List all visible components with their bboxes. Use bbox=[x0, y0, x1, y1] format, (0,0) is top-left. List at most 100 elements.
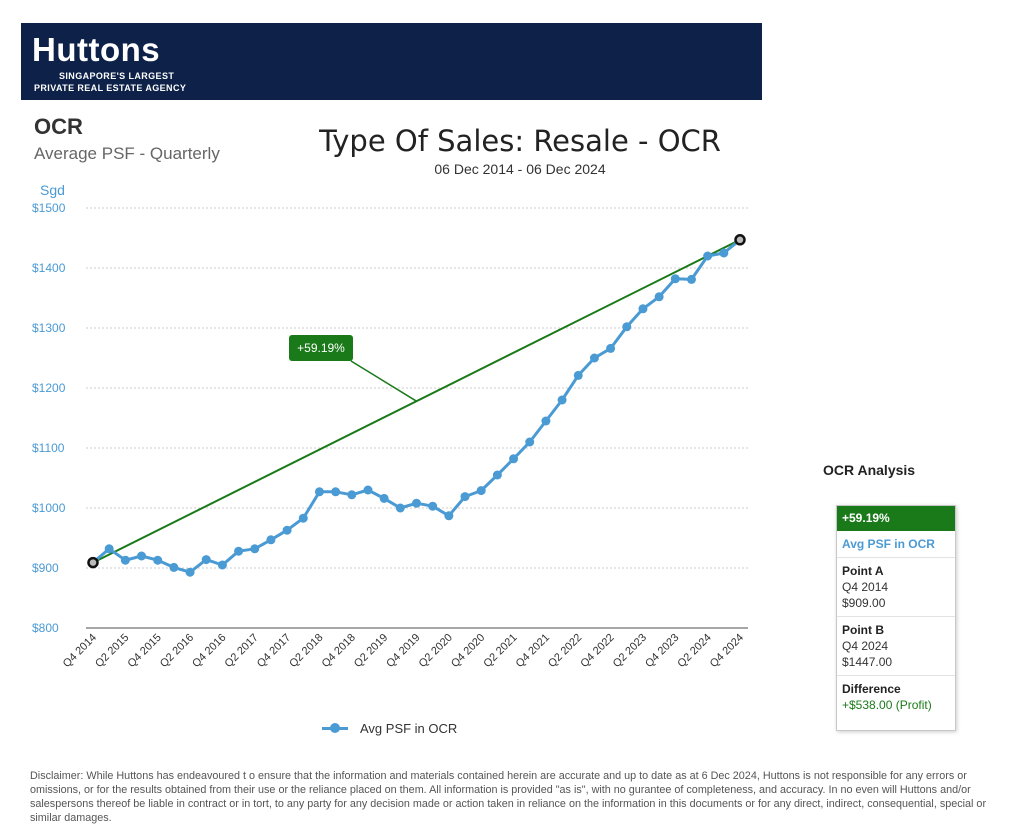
x-tick-label: Q4 2020 bbox=[449, 632, 487, 670]
data-point bbox=[686, 274, 696, 284]
data-point bbox=[476, 486, 486, 496]
analysis-difference: Difference +$538.00 (Profit) bbox=[837, 676, 955, 718]
brand-tagline: SINGAPORE'S LARGEST bbox=[59, 71, 175, 81]
data-point bbox=[573, 370, 583, 380]
x-tick-label: Q4 2014 bbox=[61, 632, 99, 670]
x-tick-label: Q4 2019 bbox=[384, 632, 422, 670]
data-point bbox=[654, 292, 664, 302]
data-point bbox=[703, 251, 713, 261]
y-tick-label: $1300 bbox=[32, 321, 66, 335]
point-b-value: $1447.00 bbox=[842, 655, 893, 669]
x-tick-label: Q2 2023 bbox=[611, 632, 649, 670]
point-b-period: Q4 2024 bbox=[842, 639, 889, 653]
series bbox=[87, 234, 746, 577]
point-a-period: Q4 2014 bbox=[842, 580, 889, 594]
data-point bbox=[460, 492, 470, 502]
data-point bbox=[153, 555, 163, 565]
data-point bbox=[266, 535, 276, 545]
data-point bbox=[201, 555, 211, 565]
data-point bbox=[492, 470, 502, 480]
y-tick-label: $1400 bbox=[32, 261, 66, 275]
analysis-percent: +59.19% bbox=[837, 506, 955, 531]
data-point bbox=[541, 416, 551, 426]
y-tick-label: $1100 bbox=[32, 441, 65, 455]
grid bbox=[86, 207, 748, 629]
analysis-title: OCR Analysis bbox=[823, 462, 916, 478]
panel-title: OCR bbox=[34, 114, 83, 139]
panel-subtitle: Average PSF - Quarterly bbox=[34, 144, 220, 163]
data-point bbox=[314, 487, 324, 497]
y-tick-label: $800 bbox=[32, 621, 59, 635]
y-tick-label: $1000 bbox=[32, 501, 66, 515]
trend-callout-leader bbox=[350, 360, 417, 402]
analysis-series-name: Avg PSF in OCR bbox=[842, 537, 935, 551]
brand-tagline: PRIVATE REAL ESTATE AGENCY bbox=[34, 83, 187, 93]
legend[interactable]: Avg PSF in OCR bbox=[322, 719, 457, 737]
x-tick-label: Q2 2017 bbox=[223, 632, 261, 670]
analysis-point-a: Point A Q4 2014 $909.00 bbox=[837, 558, 955, 617]
data-point bbox=[379, 493, 389, 503]
data-point bbox=[234, 546, 244, 556]
data-point bbox=[347, 490, 357, 500]
x-tick-label: Q4 2024 bbox=[708, 632, 746, 670]
series-line bbox=[92, 238, 741, 574]
data-point-selected bbox=[734, 234, 746, 246]
line-chart: +59.19% Sgd $800 $900 $1000 $1100 $1200 $1300 $… bbox=[32, 182, 748, 670]
analysis-panel: +59.19% Avg PSF in OCR Point A Q4 2014 $… bbox=[836, 505, 956, 731]
point-a-value: $909.00 bbox=[842, 596, 886, 610]
y-tick-label: $900 bbox=[32, 561, 59, 575]
data-point bbox=[185, 567, 195, 577]
data-point bbox=[622, 322, 632, 332]
legend-label: Avg PSF in OCR bbox=[360, 720, 458, 736]
brand-banner: Huttons SINGAPORE'S LARGEST PRIVATE REAL… bbox=[21, 23, 762, 100]
x-tick-label: Q4 2016 bbox=[190, 632, 228, 670]
data-point bbox=[298, 513, 308, 523]
y-tick-label: $1500 bbox=[32, 201, 66, 215]
trend-callout-box bbox=[289, 335, 353, 361]
x-tick-label: Q2 2015 bbox=[93, 632, 131, 670]
y-tick-label: $1200 bbox=[32, 381, 66, 395]
x-tick-label: Q4 2018 bbox=[320, 632, 358, 670]
point-b-label: Point B bbox=[842, 623, 884, 637]
x-tick-label: Q2 2020 bbox=[417, 632, 455, 670]
difference-label: Difference bbox=[842, 682, 901, 696]
date-range: 06 Dec 2014 - 06 Dec 2024 bbox=[434, 161, 606, 177]
chart-title: Type Of Sales: Resale - OCR bbox=[319, 124, 721, 158]
x-tick-label: Q4 2017 bbox=[255, 632, 293, 670]
data-point bbox=[395, 503, 405, 513]
data-point bbox=[217, 560, 227, 570]
data-point bbox=[444, 511, 454, 521]
data-point bbox=[169, 562, 179, 572]
x-tick-label: Q2 2016 bbox=[158, 632, 196, 670]
point-a-label: Point A bbox=[842, 564, 884, 578]
brand-logo: Huttons bbox=[32, 31, 161, 68]
data-point bbox=[428, 501, 438, 511]
data-point bbox=[589, 353, 599, 363]
data-point bbox=[137, 551, 147, 561]
trend: +59.19% bbox=[92, 238, 741, 564]
x-tick-label: Q4 2021 bbox=[514, 632, 552, 670]
data-point-selected bbox=[87, 556, 99, 569]
data-point bbox=[250, 544, 260, 554]
data-point bbox=[104, 544, 114, 554]
analysis-series-section: Avg PSF in OCR bbox=[837, 531, 955, 558]
x-tick-label: Q4 2015 bbox=[125, 632, 163, 670]
x-tick-label: Q2 2021 bbox=[481, 632, 519, 670]
disclaimer: Disclaimer: While Huttons has endeavoure… bbox=[30, 770, 987, 824]
data-point bbox=[638, 304, 648, 314]
y-axis-title: Sgd bbox=[40, 182, 65, 198]
x-tick-label: Q2 2024 bbox=[675, 632, 713, 670]
data-point bbox=[331, 487, 341, 497]
data-point bbox=[120, 555, 130, 565]
data-point bbox=[670, 274, 680, 284]
data-point bbox=[509, 454, 519, 464]
x-tick-label: Q2 2022 bbox=[546, 632, 584, 670]
axis: Sgd $800 $900 $1000 $1100 $1200 $1300 $1400 $150… bbox=[32, 182, 746, 670]
data-point bbox=[606, 343, 616, 353]
data-point bbox=[282, 525, 292, 535]
x-tick-label: Q2 2018 bbox=[287, 632, 325, 670]
legend-marker-icon bbox=[322, 719, 348, 737]
analysis-point-b: Point B Q4 2024 $1447.00 bbox=[837, 617, 955, 676]
data-point bbox=[525, 437, 535, 447]
x-tick-label: Q2 2019 bbox=[352, 632, 390, 670]
